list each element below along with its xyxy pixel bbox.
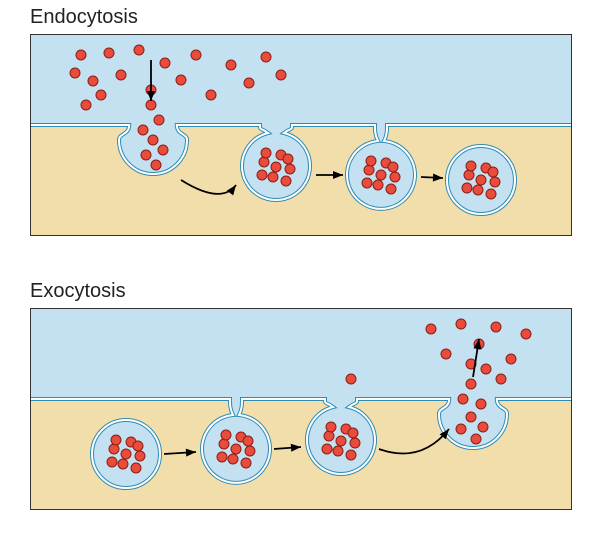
particle (134, 45, 144, 55)
particle (478, 422, 488, 432)
particle (231, 444, 241, 454)
particle (226, 60, 236, 70)
particle (348, 428, 358, 438)
particle (373, 180, 383, 190)
particle (490, 177, 500, 187)
particle (386, 184, 396, 194)
particle (491, 322, 501, 332)
particle (390, 172, 400, 182)
particle (228, 454, 238, 464)
particle (476, 175, 486, 185)
particle (346, 374, 356, 384)
particle (464, 170, 474, 180)
particle (107, 457, 117, 467)
particle (268, 172, 278, 182)
particle (276, 70, 286, 80)
particle (333, 446, 343, 456)
particle (362, 178, 372, 188)
particle (109, 444, 119, 454)
particle (346, 450, 356, 460)
particle (146, 100, 156, 110)
particle (376, 170, 386, 180)
particle (322, 444, 332, 454)
particle (131, 463, 141, 473)
particle (118, 459, 128, 469)
particle (259, 157, 269, 167)
particle (141, 150, 151, 160)
particle (257, 170, 267, 180)
particle (206, 90, 216, 100)
particle (245, 446, 255, 456)
particle (176, 75, 186, 85)
particle (471, 434, 481, 444)
endocytosis-panel (30, 34, 572, 236)
particle (462, 183, 472, 193)
particle (488, 167, 498, 177)
particle (221, 430, 231, 440)
particle (261, 52, 271, 62)
particle (135, 451, 145, 461)
particle (191, 50, 201, 60)
particle (456, 424, 466, 434)
particle (336, 436, 346, 446)
particle (364, 165, 374, 175)
particle (521, 329, 531, 339)
exocytosis-panel (30, 308, 572, 510)
particle (350, 438, 360, 448)
particle (148, 135, 158, 145)
particle (285, 164, 295, 174)
particle (81, 100, 91, 110)
particle (219, 439, 229, 449)
particle (271, 162, 281, 172)
particle (466, 412, 476, 422)
particle (104, 48, 114, 58)
particle (466, 161, 476, 171)
particle (481, 364, 491, 374)
endocytosis-label: Endocytosis (30, 6, 138, 29)
particle (506, 354, 516, 364)
particle (160, 58, 170, 68)
particle (388, 162, 398, 172)
exocytosis-label: Exocytosis (30, 280, 126, 303)
particle (458, 394, 468, 404)
particle (116, 70, 126, 80)
particle (217, 452, 227, 462)
particle (154, 115, 164, 125)
particle (486, 189, 496, 199)
particle (326, 422, 336, 432)
particle (76, 50, 86, 60)
particle (283, 154, 293, 164)
particle (281, 176, 291, 186)
particle (151, 160, 161, 170)
particle (158, 145, 168, 155)
particle (473, 185, 483, 195)
particle (441, 349, 451, 359)
particle (70, 68, 80, 78)
particle (476, 399, 486, 409)
particle (366, 156, 376, 166)
particle (496, 374, 506, 384)
particle (261, 148, 271, 158)
particle (241, 458, 251, 468)
particle (456, 319, 466, 329)
particle (466, 379, 476, 389)
particle (243, 436, 253, 446)
particle (111, 435, 121, 445)
particle (138, 125, 148, 135)
particle (121, 449, 131, 459)
particle (426, 324, 436, 334)
particle (244, 78, 254, 88)
particle (88, 76, 98, 86)
particle (96, 90, 106, 100)
particle (324, 431, 334, 441)
particle (133, 441, 143, 451)
